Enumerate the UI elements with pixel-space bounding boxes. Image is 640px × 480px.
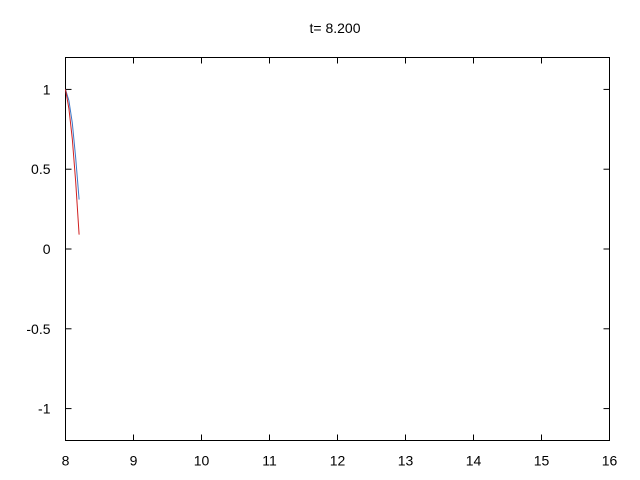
series-line-1	[65, 89, 80, 200]
y-tick-label: 1	[43, 81, 51, 97]
x-tick-label: 13	[398, 453, 414, 469]
y-tick-label: 0	[43, 241, 51, 257]
y-tick-label: -1	[38, 401, 51, 417]
y-tick-label: -0.5	[26, 321, 50, 337]
x-tick-label: 16	[602, 453, 618, 469]
x-tick-label: 9	[130, 453, 138, 469]
x-tick-label: 11	[262, 453, 277, 469]
y-tick-label: 0.5	[31, 161, 51, 177]
axis-ticks: 8 9 10 11 12 13 14 15 16 1 0.5 0 -0.5 -1	[26, 57, 618, 469]
x-tick-label: 14	[466, 453, 482, 469]
x-tick-label: 12	[330, 453, 346, 469]
x-tick-label: 8	[62, 453, 70, 469]
chart-title: t= 8.200	[310, 20, 361, 36]
x-tick-label: 15	[534, 453, 550, 469]
x-tick-label: 10	[194, 453, 210, 469]
series-line-2	[65, 89, 80, 235]
series-layer	[65, 89, 80, 235]
plot-frame	[65, 57, 610, 441]
